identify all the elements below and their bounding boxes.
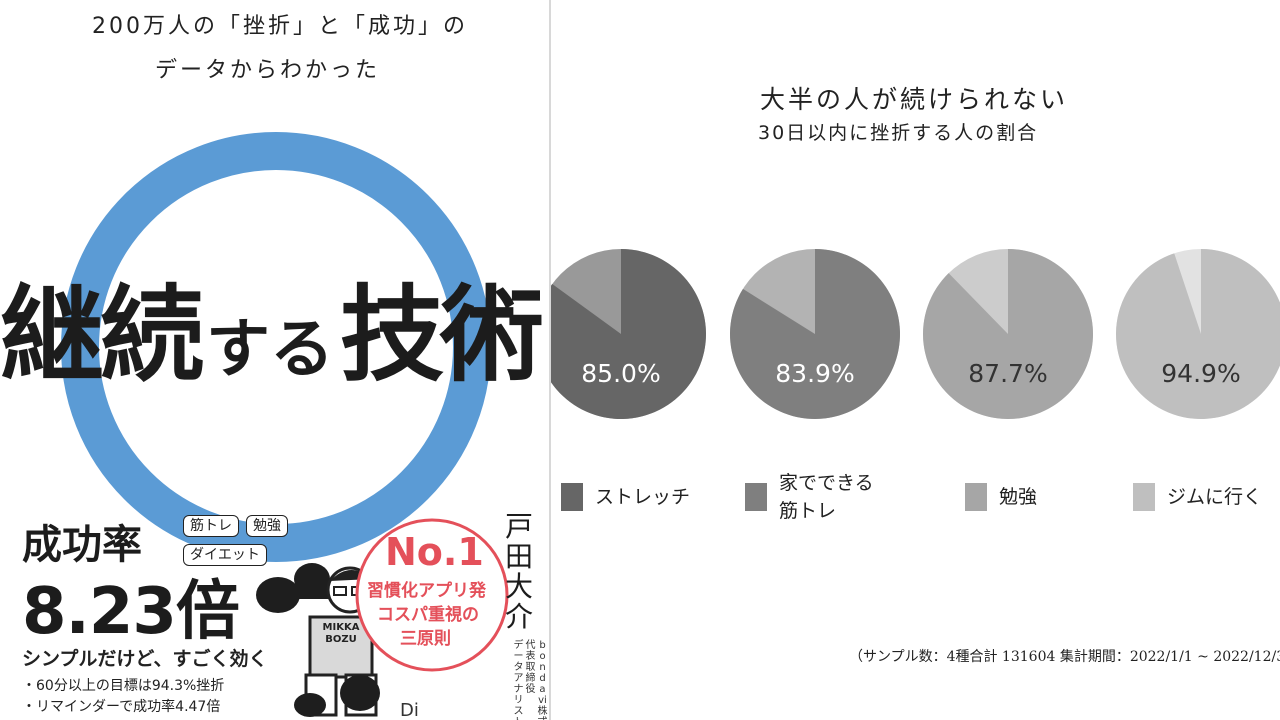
chart-subtitle: 30日以内に挫折する人の割合 (758, 122, 1039, 144)
blue-ring (61, 132, 491, 562)
pie-main-slice-4 (1116, 249, 1280, 419)
tag-kintore: 筋トレ (183, 515, 239, 537)
chart-note: （サンプル数：4種合計 131604 集計期間：2022/1/1 ~ 2022/… (849, 649, 1280, 665)
tag-benkyo: 勉強 (246, 515, 288, 537)
cover-title-part1: 継続 (0, 274, 204, 396)
author-role-2: 代表取締役 (525, 640, 536, 695)
pie-charts: 85.0% 83.9% 87.7% 94.9% (551, 249, 1280, 419)
legend-swatch-3 (965, 483, 987, 511)
pie-value-label-1: 85.0% (581, 359, 660, 388)
legend-label-2: 家でできる 筋トレ (779, 469, 874, 525)
panel-divider (549, 0, 551, 720)
cover-subtitle-line1: 200万人の「挫折」と「成功」の (92, 14, 468, 39)
legend-label-line-1: 家でできる (779, 472, 874, 494)
success-label: 成功率 (22, 522, 142, 568)
cover-title: 継続する技術 (0, 280, 544, 421)
pie-value-label-4: 94.9% (1161, 359, 1240, 388)
legend-label-4: ジムに行く (1167, 486, 1263, 508)
pie-main-slice-3 (923, 249, 1093, 419)
mascot-shirt-text: MIKKA BOZU (322, 622, 360, 645)
legend-label-1: ストレッチ (595, 486, 691, 508)
pie-value-label-3: 87.7% (968, 359, 1047, 388)
badge-line1: 習慣化アプリ発 (367, 581, 486, 601)
author-name: 戸田大介 (504, 510, 533, 633)
pie-main-slice-1 (551, 249, 706, 419)
cover-bullet-1: ・60分以上の目標は94.3%挫折 (22, 678, 225, 694)
chart-title: 大半の人が続けられない (760, 85, 1069, 114)
blue-ring-graphic (61, 132, 491, 562)
pie-main-slice-2 (730, 249, 900, 419)
no1-badge-circle (355, 518, 509, 672)
cover-subtitle-line2: データからわかった (155, 58, 381, 83)
legend-swatch-1 (561, 483, 583, 511)
tag-diet: ダイエット (183, 544, 267, 566)
book-cover: 200万人の「挫折」と「成功」の データからわかった 継続する技術 成功率 筋ト… (0, 0, 550, 720)
legend-label-3: 勉強 (999, 486, 1038, 508)
pie-value-label-2: 83.9% (775, 359, 854, 388)
legend-label-line-2: 筋トレ (779, 500, 837, 522)
badge-line3: 三原則 (400, 629, 451, 649)
badge-no1: No.1 (385, 530, 484, 574)
publisher-mark: Di (400, 700, 419, 720)
author-role-3: データアナリスト (513, 640, 524, 720)
pie-chart-panel: 大半の人が続けられない 30日以内に挫折する人の割合 85.0% 83.9% 87.… (551, 0, 1280, 720)
cover-title-part2: する (206, 313, 335, 387)
badge-line2: コスパ重視の (377, 605, 479, 625)
legend-swatch-2 (745, 483, 767, 511)
author-role-1: bondavi株式会社 (537, 640, 548, 720)
cover-title-part3: 技術 (340, 274, 544, 396)
legend-swatch-4 (1133, 483, 1155, 511)
cover-bullet-2: ・リマインダーで成功率4.47倍 (22, 699, 221, 715)
cover-tagline: シンプルだけど、すごく効く (22, 648, 268, 670)
success-value: 8.23倍 (22, 575, 240, 649)
